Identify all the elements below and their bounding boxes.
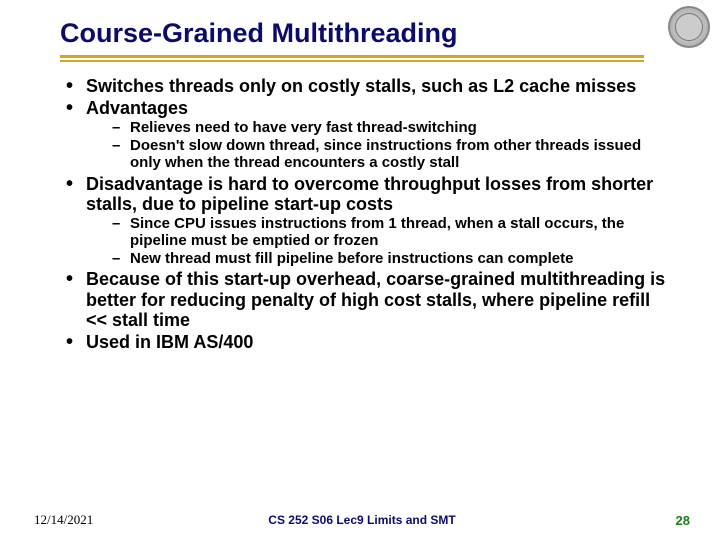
sub-bullet-list: Since CPU issues instructions from 1 thr…	[86, 216, 674, 267]
sub-bullet-item: Since CPU issues instructions from 1 thr…	[112, 216, 674, 250]
title-underline	[60, 55, 644, 62]
footer-center: CS 252 S06 Lec9 Limits and SMT	[268, 513, 455, 527]
sub-bullet-list: Relieves need to have very fast thread-s…	[86, 120, 674, 171]
footer-date: 12/14/2021	[34, 512, 93, 528]
seal-logo	[668, 6, 710, 48]
slide-title: Course-Grained Multithreading	[60, 18, 644, 53]
bullet-item: Disadvantage is hard to overcome through…	[64, 174, 674, 268]
bullet-item: Because of this start-up overhead, coars…	[64, 269, 674, 329]
slide-footer: 12/14/2021 CS 252 S06 Lec9 Limits and SM…	[34, 512, 690, 528]
sub-bullet-item: Relieves need to have very fast thread-s…	[112, 120, 674, 137]
bullet-item: Advantages Relieves need to have very fa…	[64, 98, 674, 172]
bullet-item: Switches threads only on costly stalls, …	[64, 76, 674, 96]
footer-page-number: 28	[676, 513, 690, 528]
bullet-text: Advantages	[86, 98, 188, 118]
sub-bullet-item: New thread must fill pipeline before ins…	[112, 251, 674, 268]
seal-logo-inner	[675, 13, 703, 41]
bullet-item: Used in IBM AS/400	[64, 332, 674, 352]
slide-content: Switches threads only on costly stalls, …	[64, 76, 674, 352]
bullet-list: Switches threads only on costly stalls, …	[64, 76, 674, 352]
bullet-text: Disadvantage is hard to overcome through…	[86, 174, 653, 214]
sub-bullet-item: Doesn't slow down thread, since instruct…	[112, 138, 674, 172]
slide: Course-Grained Multithreading Switches t…	[0, 0, 720, 540]
